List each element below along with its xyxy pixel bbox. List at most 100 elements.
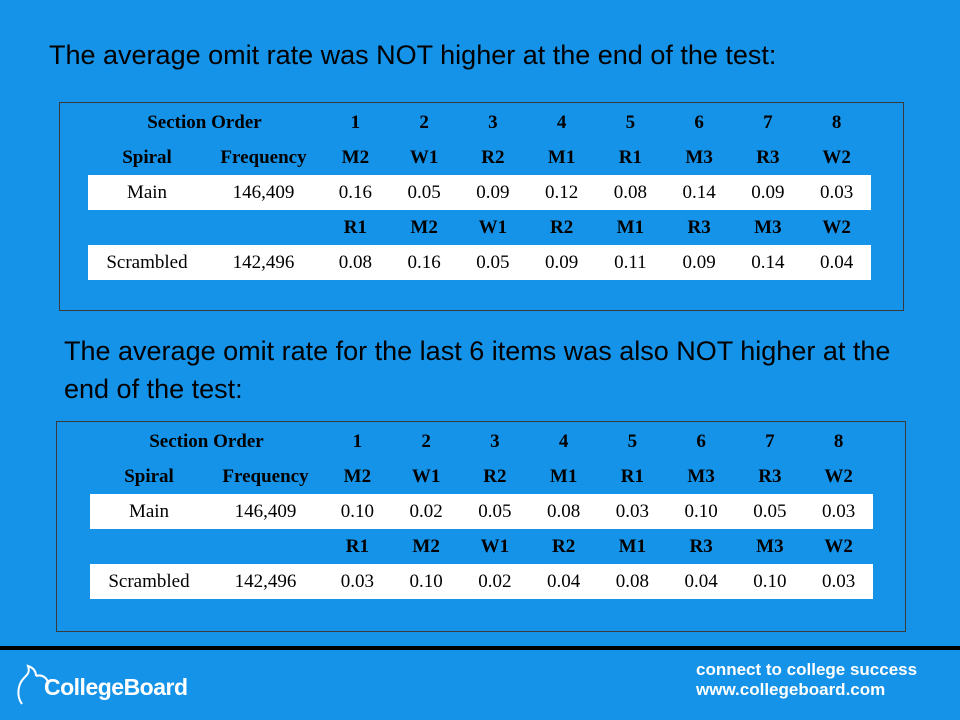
table-cell: Spiral (124, 465, 174, 487)
table-cell: M1 (549, 465, 578, 487)
slide-heading-1: The average omit rate was NOT higher at … (49, 40, 777, 70)
table-cell: 0.05 (476, 251, 510, 273)
table-cell: R1 (345, 535, 369, 557)
table-cell: M3 (756, 535, 784, 557)
table-cell: W1 (411, 465, 441, 487)
table-cell: 8 (833, 430, 844, 452)
table-cell: R1 (618, 146, 642, 168)
scrambled-row: Scrambled 142,496 0.08 0.16 0.05 0.09 0.… (88, 245, 871, 280)
table-cell: 0.02 (478, 570, 512, 592)
table-cell: 0.03 (615, 500, 649, 522)
table-cell: W2 (822, 146, 851, 168)
table-cell: R1 (343, 216, 367, 238)
table-cell: 0.14 (682, 181, 716, 203)
main-row: Main 146,409 0.10 0.02 0.05 0.08 0.03 0.… (90, 494, 873, 529)
table-cell: M1 (618, 535, 647, 557)
table-cell: M1 (547, 146, 576, 168)
table-cell: 7 (765, 430, 775, 452)
spiral-row: Spiral Frequency M2 W1 R2 M1 R1 M3 R3 W2 (90, 459, 873, 494)
section-order-row: Section Order 1 2 3 4 5 6 7 8 (88, 105, 871, 140)
footer-tagline: connect to college success www.collegebo… (696, 660, 917, 700)
table-cell: 0.04 (684, 570, 718, 592)
table-cell: 0.05 (478, 500, 512, 522)
table-cell: 0.09 (751, 181, 785, 203)
table-cell: 6 (694, 111, 704, 133)
table-cell: W2 (822, 216, 851, 238)
table-cell: 0.04 (547, 570, 581, 592)
scrambled-order-row: R1 M2 W1 R2 M1 R3 M3 W2 (88, 210, 871, 245)
table-cell: M3 (687, 465, 715, 487)
table-cell: 3 (490, 430, 500, 452)
table-cell: 7 (763, 111, 773, 133)
table-cell: W2 (824, 535, 853, 557)
table-cell: 0.10 (409, 570, 443, 592)
table-cell: 0.03 (340, 570, 374, 592)
scrambled-order-row: R1 M2 W1 R2 M1 R3 M3 W2 (90, 529, 873, 564)
table-cell: 0.05 (407, 181, 441, 203)
table-cell: R2 (552, 535, 576, 557)
table-cell: 0.10 (753, 570, 787, 592)
table-cell: 2 (421, 430, 431, 452)
table-cell: Frequency (220, 146, 307, 168)
table-cell: R2 (481, 146, 505, 168)
table-cell: R1 (620, 465, 644, 487)
table-cell: Main (126, 181, 168, 203)
scrambled-row: Scrambled 142,496 0.03 0.10 0.02 0.04 0.… (90, 564, 873, 599)
table-cell: Section Order (147, 111, 262, 133)
table-cell: 0.03 (822, 570, 856, 592)
table-cell: Section Order (149, 430, 264, 452)
table-cell: W1 (478, 216, 508, 238)
table-cell: R3 (687, 216, 711, 238)
section-order-row: Section Order 1 2 3 4 5 6 7 8 (90, 424, 873, 459)
table-cell: M2 (343, 465, 372, 487)
table-cell: 0.11 (614, 251, 647, 273)
tagline-line-1: connect to college success (696, 660, 918, 679)
table-cell: 0.09 (476, 181, 510, 203)
table-cell: 4 (556, 111, 567, 133)
table-cell: M2 (410, 216, 438, 238)
table-cell: 6 (696, 430, 706, 452)
table-cell: R3 (758, 465, 782, 487)
table-cell: 0.08 (615, 570, 649, 592)
table-cell: R3 (689, 535, 713, 557)
table-grid: Section Order 1 2 3 4 5 6 7 8 Spiral Fre… (90, 424, 873, 599)
table-cell: Scrambled (106, 251, 188, 273)
table-cell: 0.03 (820, 181, 854, 203)
table-cell: 8 (831, 111, 842, 133)
slide-heading-2: The average omit rate for the last 6 ite… (64, 336, 891, 404)
table-cell: M2 (341, 146, 370, 168)
tagline-url: www.collegeboard.com (696, 680, 886, 699)
table-cell: 0.08 (547, 500, 581, 522)
table-grid: Section Order 1 2 3 4 5 6 7 8 Spiral Fre… (88, 105, 871, 280)
table-cell: M2 (412, 535, 440, 557)
omit-rate-table-1: Section Order 1 2 3 4 5 6 7 8 Spiral Fre… (59, 102, 904, 311)
table-cell: Scrambled (108, 570, 190, 592)
main-row: Main 146,409 0.16 0.05 0.09 0.12 0.08 0.… (88, 175, 871, 210)
table-cell: 0.09 (682, 251, 716, 273)
table-cell: M1 (616, 216, 645, 238)
table-cell: 0.08 (338, 251, 372, 273)
table-cell: 3 (488, 111, 498, 133)
table-cell: 142,496 (232, 251, 295, 273)
footer-divider (0, 646, 960, 650)
table-cell: 0.09 (545, 251, 579, 273)
spiral-row: Spiral Frequency M2 W1 R2 M1 R1 M3 R3 W2 (88, 140, 871, 175)
table-cell: W1 (480, 535, 510, 557)
omit-rate-table-2: Section Order 1 2 3 4 5 6 7 8 Spiral Fre… (56, 421, 906, 632)
table-cell: 0.10 (684, 500, 718, 522)
table-cell: 0.02 (409, 500, 443, 522)
table-cell: 4 (558, 430, 569, 452)
collegeboard-logo: CollegeBoard (14, 660, 214, 710)
table-cell: 0.16 (407, 251, 441, 273)
table-cell: 0.05 (753, 500, 787, 522)
table-cell: Spiral (122, 146, 172, 168)
table-cell: 0.10 (340, 500, 374, 522)
table-cell: 0.08 (613, 181, 647, 203)
table-cell: W1 (409, 146, 439, 168)
table-cell: 1 (350, 111, 361, 133)
table-cell: M3 (754, 216, 782, 238)
table-cell: 5 (625, 111, 636, 133)
table-cell: R3 (756, 146, 780, 168)
table-cell: Main (128, 500, 170, 522)
table-cell: 146,409 (232, 181, 295, 203)
